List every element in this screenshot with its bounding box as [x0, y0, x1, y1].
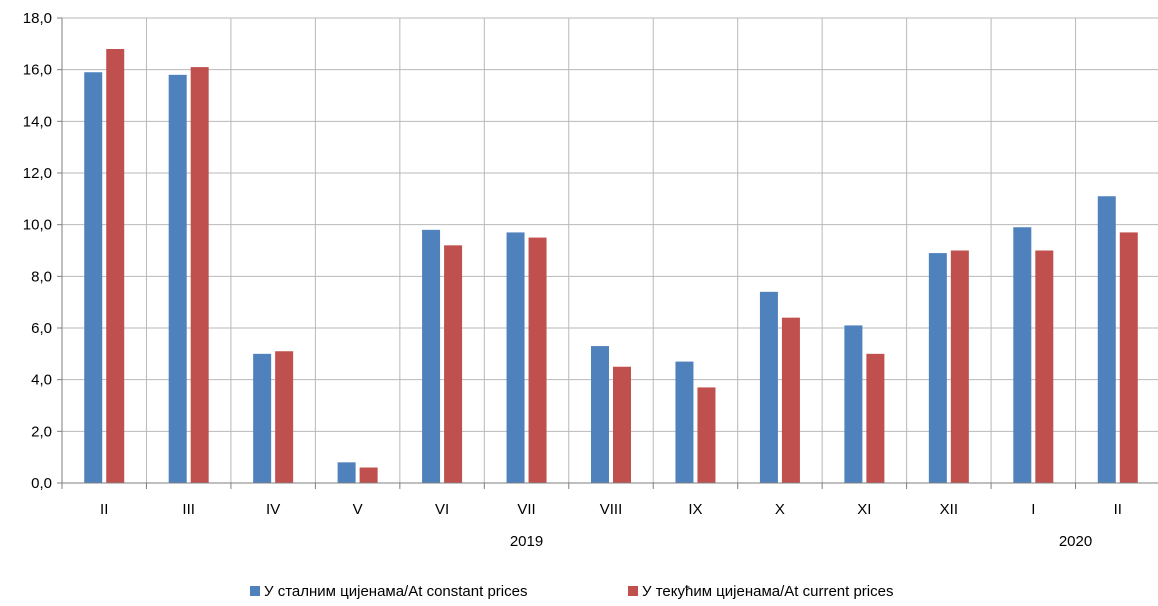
grid-lines	[62, 17, 1158, 483]
bar-current-prices	[697, 387, 716, 483]
bar-current-prices	[1035, 250, 1054, 483]
y-tick-label: 16,0	[23, 62, 52, 79]
bar-constant-prices	[928, 253, 947, 483]
bar-constant-prices	[84, 72, 103, 483]
y-tick-label: 14,0	[23, 113, 52, 130]
x-tick-label: III	[182, 501, 195, 518]
bars	[84, 49, 1138, 483]
legend-swatch	[628, 586, 638, 596]
legend: У сталним цијенама/At constant prices У т…	[250, 583, 893, 600]
bar-current-prices	[1119, 232, 1138, 483]
x-tick-label: II	[100, 501, 108, 518]
y-tick-label: 18,0	[23, 10, 52, 27]
bar-constant-prices	[337, 462, 356, 483]
bar-current-prices	[950, 250, 969, 483]
bar-constant-prices	[759, 291, 778, 483]
tick-labels: 0,02,04,06,08,010,012,014,016,018,0II III…	[23, 10, 1122, 550]
bar-current-prices	[106, 49, 125, 483]
x-tick-label: X	[775, 501, 785, 518]
bar-current-prices	[781, 317, 800, 483]
bar-constant-prices	[675, 361, 694, 483]
bar-current-prices	[613, 366, 631, 483]
axes	[57, 17, 1158, 489]
y-tick-label: 6,0	[31, 320, 52, 337]
x-tick-label: VI	[435, 501, 449, 518]
x-tick-label: XI	[857, 501, 871, 518]
year-label: 2020	[1059, 533, 1092, 550]
y-tick-label: 0,0	[31, 475, 52, 492]
bar-constant-prices	[1097, 196, 1116, 483]
x-tick-label: VIII	[600, 501, 623, 518]
bar-current-prices	[444, 245, 463, 483]
bar-current-prices	[359, 467, 378, 483]
x-tick-label: IX	[688, 501, 702, 518]
bar-current-prices	[190, 67, 209, 483]
year-label: 2019	[510, 533, 543, 550]
bar-constant-prices	[168, 74, 187, 483]
bar-current-prices	[528, 237, 547, 483]
x-tick-label: IV	[266, 501, 280, 518]
x-tick-label: II	[1114, 501, 1122, 518]
legend-label: У сталним цијенама/At constant prices	[264, 583, 527, 600]
bar-current-prices	[866, 353, 885, 483]
y-tick-label: 12,0	[23, 165, 52, 182]
bar-constant-prices	[844, 325, 863, 483]
y-tick-label: 8,0	[31, 268, 52, 285]
bar-current-prices	[275, 351, 294, 483]
legend-swatch	[250, 586, 260, 596]
y-tick-label: 4,0	[31, 372, 52, 389]
legend-label: У текућим цијенама/At current prices	[642, 583, 893, 600]
bar-constant-prices	[422, 229, 441, 483]
bar-constant-prices	[1013, 227, 1032, 483]
bar-constant-prices	[506, 232, 525, 483]
bar-constant-prices	[591, 346, 609, 483]
x-tick-label: I	[1031, 501, 1035, 518]
y-tick-label: 2,0	[31, 423, 52, 440]
y-tick-label: 10,0	[23, 217, 52, 234]
x-tick-label: XII	[940, 501, 958, 518]
bar-constant-prices	[253, 353, 272, 483]
x-tick-label: V	[353, 501, 363, 518]
x-tick-label: VII	[517, 501, 535, 518]
